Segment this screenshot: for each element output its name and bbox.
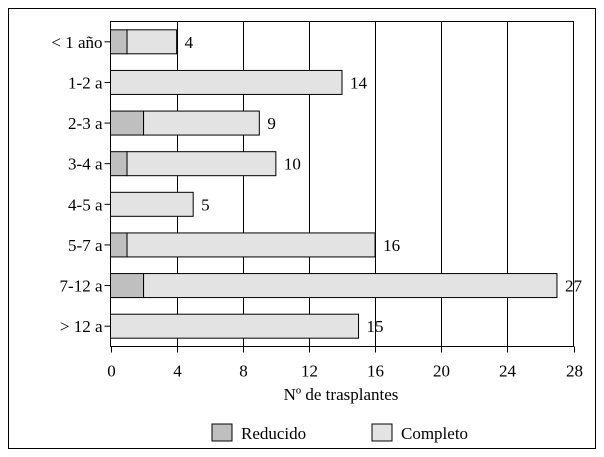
x-tick-label: 28: [566, 362, 583, 381]
bar-segment-completo: [143, 273, 558, 299]
category-label: 5-7 a: [68, 236, 103, 255]
bar-segment-reducido: [110, 273, 145, 299]
bar-total-label: 4: [185, 33, 194, 52]
legend-label-reducido: Reducido: [241, 424, 306, 443]
x-tick-label: 0: [107, 362, 116, 381]
bar-segment-completo: [110, 69, 343, 95]
bar-segment-completo: [126, 151, 277, 177]
category-label: 4-5 a: [68, 195, 103, 214]
legend-swatch-completo: [371, 423, 393, 442]
category-label: 7-12 a: [60, 277, 103, 296]
bar-segment-reducido: [110, 232, 128, 258]
x-axis-label: Nº de trasplantes: [284, 385, 399, 404]
category-label: 2-3 a: [68, 114, 103, 133]
bar-segment-completo: [143, 110, 260, 136]
plot-area: [110, 21, 574, 347]
bar-segment-reducido: [110, 29, 128, 55]
bar-segment-completo: [126, 29, 178, 55]
bar-total-label: 15: [367, 317, 384, 336]
bar-segment-completo: [110, 191, 194, 217]
x-tick-label: 16: [367, 362, 384, 381]
x-tick-label: 24: [499, 362, 517, 381]
legend: Reducido Completo: [211, 423, 468, 443]
bar-segment-reducido: [110, 151, 128, 177]
x-tick-label: 8: [239, 362, 248, 381]
x-tick-label: 12: [301, 362, 318, 381]
category-label: > 12 a: [60, 317, 103, 336]
bar-total-label: 5: [201, 195, 210, 214]
category-label: 3-4 a: [68, 155, 103, 174]
bar-segment-completo: [110, 313, 360, 339]
category-label: 1-2 a: [68, 73, 103, 92]
bar-total-label: 9: [267, 114, 276, 133]
bar-total-label: 10: [284, 155, 301, 174]
x-tick-label: 4: [173, 362, 182, 381]
category-label: < 1 año: [51, 33, 102, 52]
bar-total-label: 16: [383, 236, 400, 255]
bar-segment-completo: [126, 232, 376, 258]
x-tick-label: 20: [433, 362, 450, 381]
bar-total-label: 14: [350, 73, 368, 92]
legend-swatch-reducido: [211, 423, 233, 442]
bar-segment-reducido: [110, 110, 145, 136]
legend-label-completo: Completo: [401, 424, 468, 443]
